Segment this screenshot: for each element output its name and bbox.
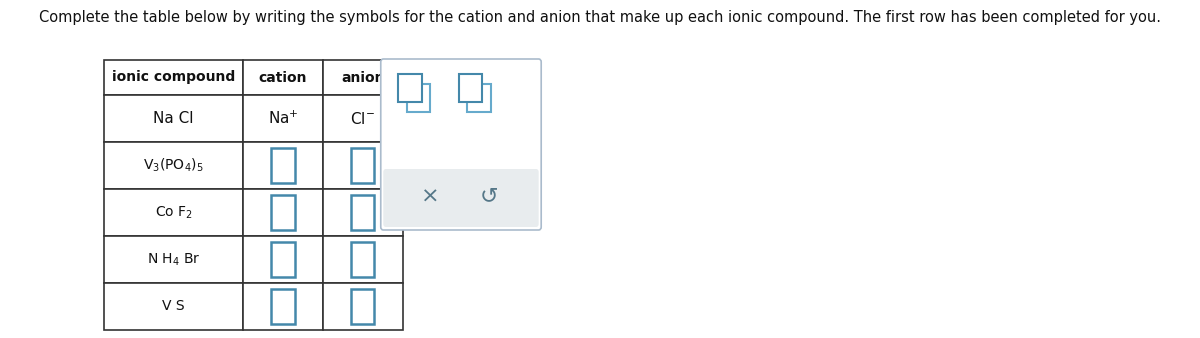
Text: N H$_{4}$ Br: N H$_{4}$ Br [146, 251, 200, 268]
Bar [398, 74, 422, 102]
Bar [323, 283, 403, 330]
Bar [323, 189, 403, 236]
Bar [323, 95, 403, 142]
Bar [271, 195, 295, 230]
Bar [350, 195, 374, 230]
Bar [323, 142, 403, 189]
Bar [242, 283, 323, 330]
Text: ×: × [420, 187, 439, 207]
Text: ↺: ↺ [480, 187, 498, 207]
Bar [350, 289, 374, 324]
Text: anion: anion [341, 71, 384, 84]
Bar [104, 189, 242, 236]
Bar [242, 142, 323, 189]
Bar [242, 60, 323, 95]
Text: Co F$_{2}$: Co F$_{2}$ [155, 204, 193, 221]
Bar [350, 148, 374, 183]
Text: Complete the table below by writing the symbols for the cation and anion that ma: Complete the table below by writing the … [38, 10, 1162, 25]
Text: V S: V S [162, 299, 185, 314]
Bar [104, 142, 242, 189]
Bar [271, 148, 295, 183]
Bar [242, 236, 323, 283]
Bar [458, 74, 482, 102]
Bar [104, 283, 242, 330]
Text: Cl$^{-}$: Cl$^{-}$ [350, 111, 376, 126]
Bar [323, 236, 403, 283]
Bar [323, 60, 403, 95]
FancyBboxPatch shape [380, 59, 541, 230]
Bar [104, 95, 242, 142]
Text: V$_{3}$(PO$_{4}$)$_{5}$: V$_{3}$(PO$_{4}$)$_{5}$ [143, 157, 204, 174]
Bar [467, 84, 491, 112]
Bar [407, 84, 431, 112]
Text: ionic compound: ionic compound [112, 71, 235, 84]
Bar [271, 242, 295, 277]
Bar [104, 236, 242, 283]
Bar [350, 242, 374, 277]
Text: Na Cl: Na Cl [154, 111, 194, 126]
Text: Na$^{+}$: Na$^{+}$ [268, 110, 299, 127]
Text: cation: cation [259, 71, 307, 84]
Bar [242, 95, 323, 142]
Bar [242, 189, 323, 236]
Bar [271, 289, 295, 324]
Bar [104, 60, 242, 95]
FancyBboxPatch shape [383, 169, 539, 227]
